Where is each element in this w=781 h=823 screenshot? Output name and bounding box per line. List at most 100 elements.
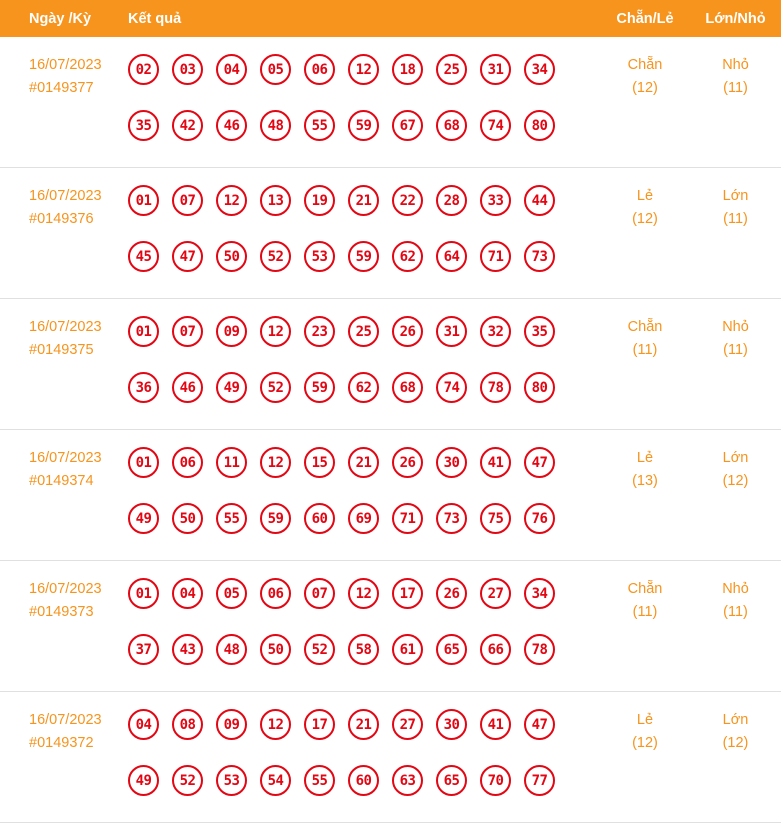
parity-label: Lẻ [636, 712, 654, 728]
ball-line-2: 37 43 48 50 52 58 61 65 66 78 [128, 634, 600, 665]
number-ball: 47 [172, 241, 203, 272]
number-ball: 55 [304, 765, 335, 796]
size-cell: Lớn (11) [690, 185, 781, 272]
number-ball: 61 [392, 634, 423, 665]
parity-count: (12) [632, 735, 658, 751]
number-ball: 33 [480, 185, 511, 216]
size-label: Lớn [722, 450, 749, 466]
ball-line-2: 49 50 55 59 60 69 71 73 75 76 [128, 503, 600, 534]
number-ball: 55 [304, 110, 335, 141]
number-ball: 69 [348, 503, 379, 534]
result-cell: 01 07 12 13 19 21 22 28 33 44 45 47 50 52 53 59 62 64 71 7… [128, 185, 600, 272]
size-label: Lớn [722, 188, 749, 204]
number-ball: 11 [216, 447, 247, 478]
number-ball: 12 [260, 447, 291, 478]
number-ball: 06 [260, 578, 291, 609]
number-ball: 25 [348, 316, 379, 347]
number-ball: 80 [524, 372, 555, 403]
number-ball: 52 [260, 241, 291, 272]
number-ball: 06 [304, 54, 335, 85]
number-ball: 62 [348, 372, 379, 403]
number-ball: 76 [524, 503, 555, 534]
number-ball: 06 [172, 447, 203, 478]
parity-label: Lẻ [636, 450, 654, 466]
draw-date: 16/07/2023 [29, 450, 102, 466]
number-ball: 80 [524, 110, 555, 141]
number-ball: 41 [480, 709, 511, 740]
number-ball: 66 [480, 634, 511, 665]
number-ball: 21 [348, 709, 379, 740]
draw-date: 16/07/2023 [29, 57, 102, 73]
parity-count: (11) [632, 342, 658, 358]
number-ball: 07 [172, 185, 203, 216]
header-parity-column: Chẵn/Lẻ [616, 10, 674, 27]
number-ball: 19 [304, 185, 335, 216]
number-ball: 05 [216, 578, 247, 609]
date-cell: 16/07/2023 #0149377 [0, 54, 128, 141]
number-ball: 37 [128, 634, 159, 665]
result-row: 16/07/2023 #0149372 04 08 09 12 17 21 27 30 41 47… [0, 692, 781, 823]
number-ball: 47 [524, 709, 555, 740]
number-ball: 07 [172, 316, 203, 347]
ball-line-1: 01 07 12 13 19 21 22 28 33 44 [128, 185, 600, 216]
number-ball: 01 [128, 578, 159, 609]
number-ball: 23 [304, 316, 335, 347]
size-count: (12) [722, 735, 749, 751]
number-ball: 46 [216, 110, 247, 141]
date-cell: 16/07/2023 #0149375 [0, 316, 128, 403]
number-ball: 45 [128, 241, 159, 272]
result-cell: 02 03 04 05 06 12 18 25 31 34 35 42 46 48 55 59 67 68 74 8… [128, 54, 600, 141]
number-ball: 12 [260, 316, 291, 347]
number-ball: 71 [392, 503, 423, 534]
number-ball: 52 [260, 372, 291, 403]
size-label: Lớn [722, 712, 749, 728]
number-ball: 59 [304, 372, 335, 403]
number-ball: 73 [524, 241, 555, 272]
number-ball: 59 [348, 241, 379, 272]
number-ball: 63 [392, 765, 423, 796]
number-ball: 49 [216, 372, 247, 403]
number-ball: 65 [436, 765, 467, 796]
header-date-column: Ngày /Kỳ [29, 10, 92, 27]
number-ball: 50 [216, 241, 247, 272]
draw-date: 16/07/2023 [29, 581, 102, 597]
size-label: Nhỏ [722, 57, 749, 73]
date-cell: 16/07/2023 #0149376 [0, 185, 128, 272]
number-ball: 77 [524, 765, 555, 796]
number-ball: 48 [216, 634, 247, 665]
number-ball: 41 [480, 447, 511, 478]
number-ball: 73 [436, 503, 467, 534]
number-ball: 22 [392, 185, 423, 216]
size-cell: Lớn (12) [690, 709, 781, 796]
parity-cell: Chẵn (12) [600, 54, 690, 141]
number-ball: 15 [304, 447, 335, 478]
number-ball: 67 [392, 110, 423, 141]
ball-line-1: 01 07 09 12 23 25 26 31 32 35 [128, 316, 600, 347]
size-cell: Nhỏ (11) [690, 578, 781, 665]
number-ball: 52 [304, 634, 335, 665]
number-ball: 60 [304, 503, 335, 534]
number-ball: 50 [260, 634, 291, 665]
header-size-column: Lớn/Nhỏ [705, 10, 766, 27]
number-ball: 53 [216, 765, 247, 796]
number-ball: 13 [260, 185, 291, 216]
result-row: 16/07/2023 #0149376 01 07 12 13 19 21 22 28 33 44… [0, 168, 781, 299]
number-ball: 12 [348, 54, 379, 85]
table-header: Ngày /Kỳ Kết quả Chẵn/Lẻ Lớn/Nhỏ [0, 0, 781, 37]
number-ball: 31 [480, 54, 511, 85]
number-ball: 21 [348, 447, 379, 478]
header-result-column: Kết quả [128, 10, 182, 27]
number-ball: 12 [260, 709, 291, 740]
ball-line-1: 02 03 04 05 06 12 18 25 31 34 [128, 54, 600, 85]
number-ball: 31 [436, 316, 467, 347]
number-ball: 18 [392, 54, 423, 85]
number-ball: 27 [392, 709, 423, 740]
size-count: (11) [723, 342, 748, 358]
result-row: 16/07/2023 #0149377 02 03 04 05 06 12 18 25 31 34… [0, 37, 781, 168]
size-count: (11) [723, 604, 748, 620]
number-ball: 46 [172, 372, 203, 403]
parity-count: (13) [632, 473, 658, 489]
number-ball: 36 [128, 372, 159, 403]
number-ball: 78 [480, 372, 511, 403]
parity-count: (11) [632, 604, 658, 620]
